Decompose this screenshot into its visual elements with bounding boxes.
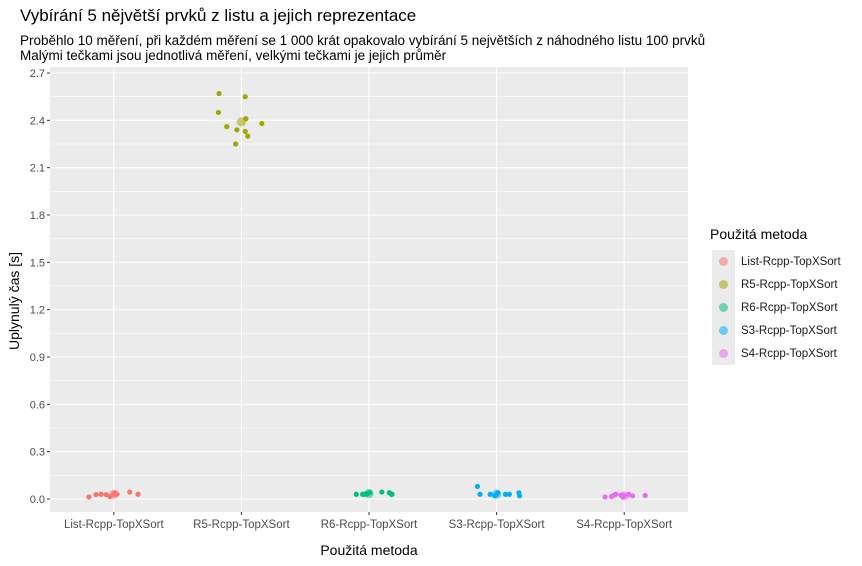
data-point (613, 491, 619, 497)
legend-dot (719, 257, 728, 266)
chart-subtitle-line2: Malými tečkami jsou jednotlivá měření, v… (20, 48, 447, 63)
x-axis-title-text: Použitá metoda (320, 542, 418, 558)
legend-label: List-Rcpp-TopXSort (741, 255, 841, 268)
axes: 0.0 0.3 0.6 0.9 1.2 1.5 1.8 2.1 2.4 2.7 List-Rcpp-… (30, 68, 673, 531)
data-point (242, 128, 248, 134)
data-point (353, 491, 359, 497)
mean-point (492, 489, 502, 499)
data-point (98, 491, 104, 497)
legend-item-s3: S3-Rcpp-TopXSort (712, 319, 837, 342)
x-tick-label: S3-Rcpp-TopXSort (449, 519, 546, 531)
legend-key (712, 296, 735, 319)
y-tick-label: 2.7 (30, 68, 45, 80)
data-point (379, 489, 385, 495)
y-tick-label: 0.9 (30, 352, 45, 364)
data-point (234, 127, 240, 133)
y-tick-label: 1.2 (30, 305, 45, 317)
data-point (224, 124, 230, 130)
data-point (642, 492, 648, 499)
x-tick-label: List-Rcpp-TopXSort (64, 519, 165, 531)
legend-key (712, 250, 735, 273)
legend-title: Použitá metoda (710, 226, 808, 242)
data-point (86, 494, 92, 500)
y-axis-title: Uplynulý čas [s] (6, 251, 22, 350)
legend-item-list: List-Rcpp-TopXSort (712, 250, 841, 273)
legend-item-s4: S4-Rcpp-TopXSort (712, 342, 837, 365)
mean-point (236, 117, 246, 127)
legend-label: R6-Rcpp-TopXSort (741, 301, 838, 314)
data-point (506, 491, 512, 497)
y-tick-label: 1.8 (30, 210, 45, 222)
data-point (135, 491, 141, 497)
legend-item-r6: R6-Rcpp-TopXSort (712, 296, 838, 319)
data-point (216, 90, 222, 97)
data-point (245, 133, 251, 139)
y-tick-label: 1.5 (30, 257, 45, 269)
data-point (516, 493, 523, 499)
y-tick-label: 0.3 (30, 447, 45, 459)
y-tick-label: 0.0 (30, 494, 45, 506)
mean-point (619, 491, 629, 501)
y-tick-label: 0.6 (30, 399, 45, 411)
data-point (233, 141, 239, 147)
data-point (389, 491, 395, 497)
legend-dot (719, 349, 728, 358)
data-points (86, 90, 648, 501)
data-point (103, 491, 109, 498)
y-tick-label: 2.4 (30, 115, 45, 127)
legend-key (712, 273, 735, 296)
chart-subtitle-line1: Proběhlo 10 měření, při každém měření se… (20, 33, 706, 48)
legend-item-r5: R5-Rcpp-TopXSort (712, 273, 838, 296)
data-point (487, 491, 493, 497)
legend-label: R5-Rcpp-TopXSort (741, 278, 838, 291)
mean-point (109, 489, 119, 499)
legend-dot (719, 326, 728, 335)
y-tick-label: 2.1 (30, 163, 45, 175)
data-point (602, 494, 608, 500)
data-point (242, 94, 248, 100)
data-point (474, 483, 481, 489)
legend-key (712, 342, 735, 365)
legend-label: S4-Rcpp-TopXSort (741, 347, 837, 360)
data-point (93, 491, 99, 498)
x-tick-label: R5-Rcpp-TopXSort (193, 519, 290, 531)
legend-dot (719, 303, 728, 312)
legend-key (712, 319, 735, 342)
data-point (215, 109, 222, 116)
data-point (127, 489, 133, 495)
x-tick-label: R6-Rcpp-TopXSort (321, 519, 418, 531)
chart-title: Vybírání 5 nějvětší prvků z listu a jeji… (20, 6, 417, 25)
data-point (502, 491, 509, 497)
data-point (259, 120, 265, 127)
legend-dot (719, 280, 728, 289)
legend-label: S3-Rcpp-TopXSort (741, 324, 837, 337)
mean-point (364, 488, 374, 499)
data-point (629, 493, 636, 499)
data-point (477, 491, 483, 497)
grid-lines (50, 67, 688, 512)
x-tick-label: S4-Rcpp-TopXSort (576, 519, 673, 531)
